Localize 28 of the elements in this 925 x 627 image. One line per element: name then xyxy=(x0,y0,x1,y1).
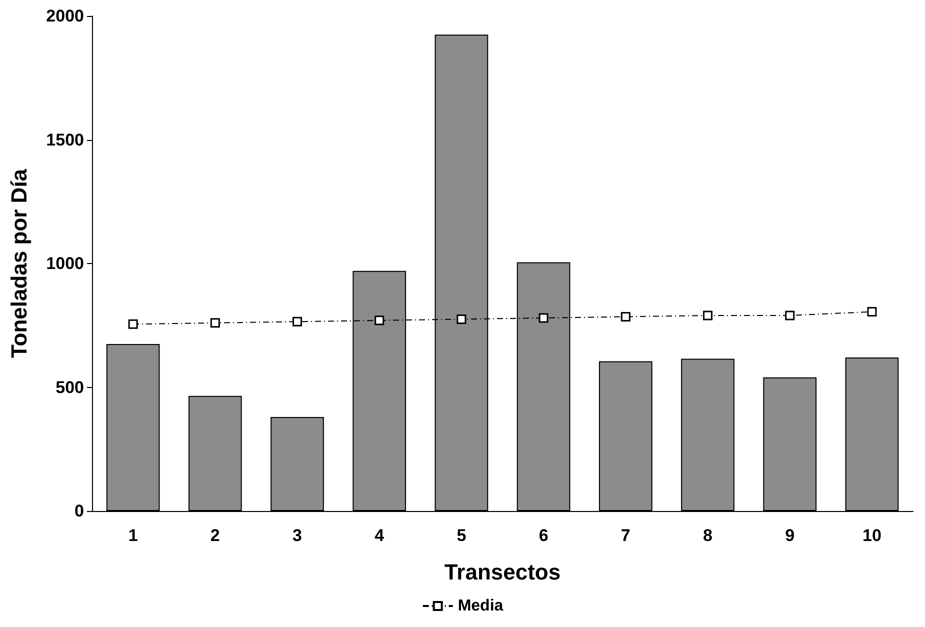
y-tick-label: 1500 xyxy=(46,130,84,150)
x-tick-label: 2 xyxy=(210,526,220,545)
point xyxy=(210,318,220,328)
point xyxy=(785,310,795,320)
x-tick-label: 6 xyxy=(538,526,548,545)
point xyxy=(456,314,466,324)
point xyxy=(703,310,712,320)
x-tick-label: 3 xyxy=(292,526,302,545)
y-tick-label: 0 xyxy=(74,502,84,520)
y-tick-label: 500 xyxy=(56,378,84,397)
y-axis-title: Toneladas por Día xyxy=(6,168,32,358)
point xyxy=(538,313,548,323)
point xyxy=(867,307,877,317)
x-tick-label: 1 xyxy=(128,526,138,545)
y-tick-label: 2000 xyxy=(46,6,84,26)
point xyxy=(128,319,138,329)
x-tick-label: 8 xyxy=(703,526,712,545)
point xyxy=(620,312,630,322)
point xyxy=(374,316,384,326)
legend-label: Media xyxy=(458,598,504,614)
x-axis-title: Transectos xyxy=(444,560,561,584)
x-tick-label: 5 xyxy=(456,526,466,545)
x-tick-label: 4 xyxy=(374,526,385,545)
y-tick-label: 1000 xyxy=(46,254,84,273)
point xyxy=(292,316,302,326)
x-tick-label: 9 xyxy=(785,526,795,545)
x-tick-label: 10 xyxy=(862,526,882,545)
x-tick-label: 7 xyxy=(620,526,630,545)
